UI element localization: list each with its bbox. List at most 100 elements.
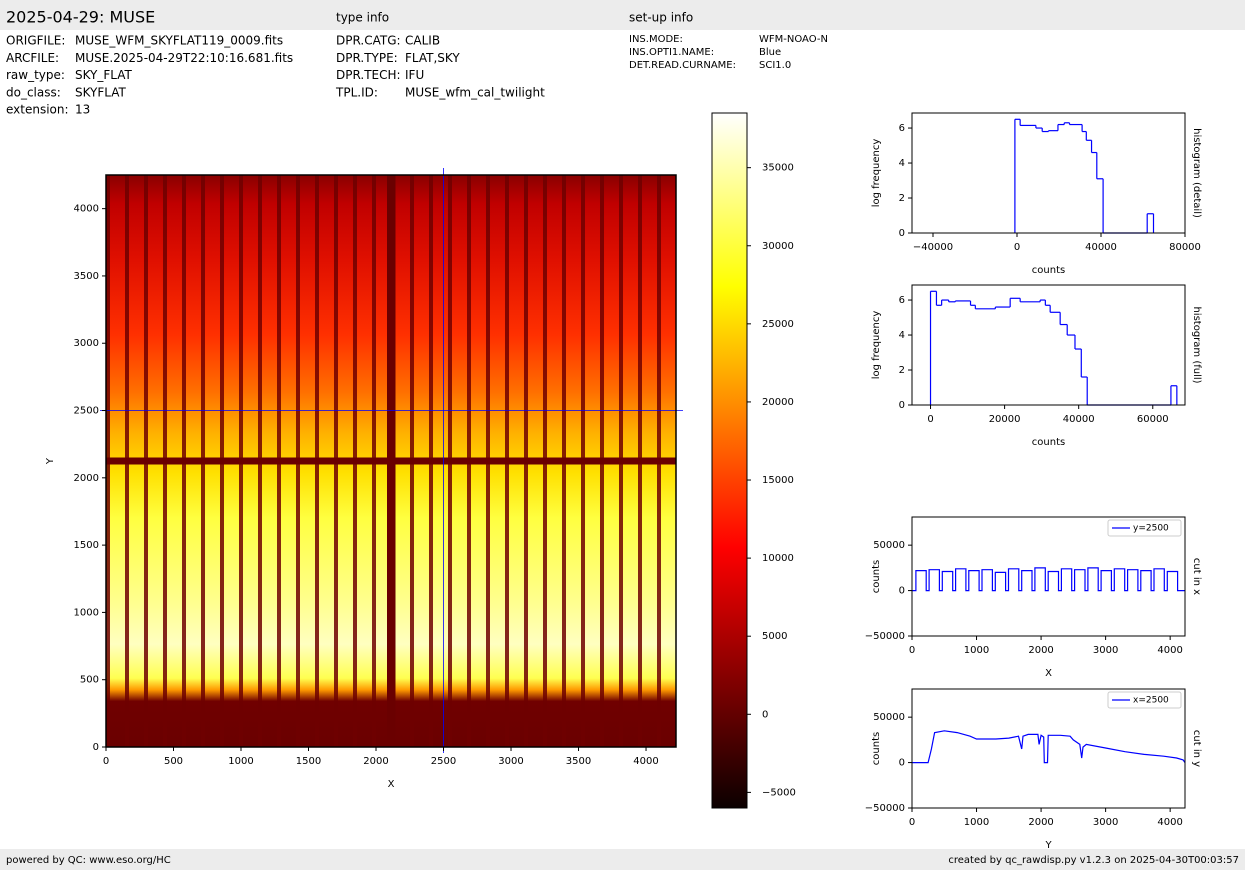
x-tick-label: 2000 — [1028, 817, 1053, 828]
axes-frame — [711, 112, 748, 809]
y-axis-label: counts — [871, 560, 882, 593]
x-tick-label: 0 — [909, 817, 915, 828]
field-value: CALIB — [405, 34, 440, 48]
x-tick-label: 3000 — [1093, 645, 1118, 656]
x-tick-label: 3500 — [566, 756, 591, 767]
y-tick-label: 1000 — [74, 607, 99, 618]
footer-right: created by qc_rawdisp.py v1.2.3 on 2025-… — [948, 855, 1239, 866]
x-tick-label: 1000 — [228, 756, 253, 767]
field-label: DPR.TYPE: — [336, 51, 398, 65]
x-tick-label: 40000 — [1063, 414, 1095, 425]
y-tick-label: 5000 — [762, 631, 787, 642]
field-value: Blue — [759, 47, 781, 58]
x-tick-label: 4000 — [1157, 817, 1182, 828]
field-value: MUSE.2025-04-29T22:10:16.681.fits — [75, 51, 293, 65]
side-label: histogram (detail) — [1191, 128, 1202, 218]
field-label: DPR.TECH: — [336, 68, 401, 82]
x-tick-label: 60000 — [1137, 414, 1169, 425]
y-tick-label: 3500 — [74, 271, 99, 282]
section-title: type info — [336, 11, 389, 25]
side-label: cut in y — [1191, 730, 1202, 767]
field-value: SKY_FLAT — [75, 68, 133, 82]
y-tick-label: 4000 — [74, 204, 99, 215]
y-tick-label: 2 — [899, 193, 905, 204]
field-label: INS.OPTI1.NAME: — [629, 47, 714, 58]
axes-frame — [911, 688, 1186, 809]
axes-frame — [911, 284, 1186, 406]
heatmap-image — [106, 175, 676, 747]
side-label: cut in x — [1191, 558, 1202, 595]
cut-line — [912, 567, 1185, 592]
y-tick-label: 50000 — [873, 540, 905, 551]
y-tick-label: 15000 — [762, 475, 794, 486]
legend-label: y=2500 — [1133, 524, 1169, 534]
field-label: DPR.CATG: — [336, 34, 401, 48]
x-tick-label: 20000 — [989, 414, 1021, 425]
cut-line — [912, 730, 1186, 764]
y-tick-label: 2000 — [74, 473, 99, 484]
y-tick-label: 3000 — [74, 338, 99, 349]
y-tick-label: 0 — [93, 742, 99, 753]
y-axis-label: counts — [871, 732, 882, 765]
legend-box — [1107, 519, 1182, 537]
footer-left: powered by QC: www.eso.org/HC — [6, 855, 171, 866]
field-label: INS.MODE: — [629, 34, 683, 45]
x-tick-label: 2000 — [1028, 645, 1053, 656]
y-tick-label: 1500 — [74, 540, 99, 551]
y-tick-label: 0 — [899, 586, 905, 597]
x-tick-label: 0 — [1014, 242, 1020, 253]
x-tick-label: 1500 — [296, 756, 321, 767]
axes-frame — [105, 174, 677, 748]
field-value: WFM-NOAO-N — [759, 34, 828, 45]
page-title: 2025-04-29: MUSE — [6, 8, 155, 27]
y-tick-label: 4 — [899, 158, 905, 169]
x-tick-label: 0 — [927, 414, 933, 425]
colorbar — [712, 113, 747, 808]
field-label: do_class: — [6, 85, 61, 99]
x-tick-label: 500 — [164, 756, 183, 767]
x-tick-label: 3000 — [1093, 817, 1118, 828]
legend-box — [1107, 691, 1182, 709]
x-tick-label: 4000 — [1157, 645, 1182, 656]
field-value: MUSE_WFM_SKYFLAT119_0009.fits — [75, 34, 283, 48]
legend-label: x=2500 — [1133, 696, 1169, 706]
x-tick-label: 2000 — [363, 756, 388, 767]
y-tick-label: −50000 — [865, 803, 905, 814]
x-tick-label: 1000 — [964, 645, 989, 656]
x-tick-label: 0 — [103, 756, 109, 767]
field-label: ARCFILE: — [6, 51, 59, 65]
x-tick-label: 2500 — [431, 756, 456, 767]
field-value: IFU — [405, 68, 424, 82]
y-tick-label: 500 — [80, 675, 99, 686]
x-tick-label: −40000 — [913, 242, 953, 253]
x-axis-label: counts — [1032, 265, 1065, 276]
y-tick-label: 6 — [899, 295, 905, 306]
field-value: MUSE_wfm_cal_twilight — [405, 85, 545, 99]
y-axis-label: log frequency — [871, 311, 882, 380]
y-tick-label: 2500 — [74, 406, 99, 417]
y-tick-label: 0 — [899, 400, 905, 411]
field-value: FLAT,SKY — [405, 51, 460, 65]
y-tick-label: 0 — [899, 228, 905, 239]
y-tick-label: 6 — [899, 123, 905, 134]
field-label: DET.READ.CURNAME: — [629, 60, 736, 71]
header-band — [0, 0, 1245, 30]
y-tick-label: −50000 — [865, 631, 905, 642]
x-tick-label: 40000 — [1085, 242, 1117, 253]
field-label: raw_type: — [6, 68, 65, 82]
y-axis-label: log frequency — [871, 139, 882, 208]
footer-band — [0, 849, 1245, 870]
section-title: set-up info — [629, 11, 693, 25]
field-value: SCI1.0 — [759, 60, 791, 71]
y-tick-label: 30000 — [762, 241, 794, 252]
axes-frame — [911, 112, 1186, 234]
x-axis-label: X — [1045, 668, 1052, 679]
field-value: 13 — [75, 103, 90, 117]
x-axis-label: X — [388, 779, 395, 790]
y-tick-label: 10000 — [762, 553, 794, 564]
x-tick-label: 4000 — [633, 756, 658, 767]
y-tick-label: 25000 — [762, 319, 794, 330]
x-axis-label: counts — [1032, 437, 1065, 448]
